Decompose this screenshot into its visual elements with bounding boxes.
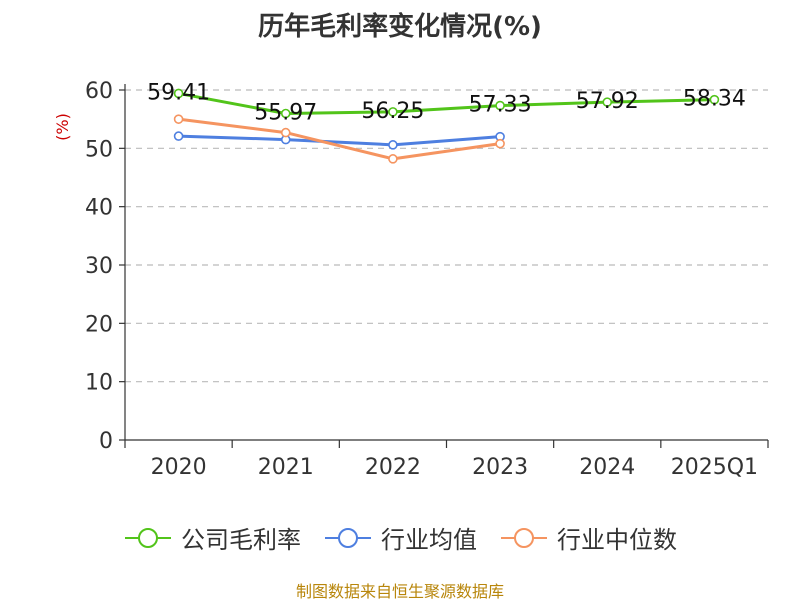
series-line bbox=[178, 91, 715, 116]
data-point bbox=[495, 100, 505, 111]
legend-marker bbox=[501, 527, 547, 548]
y-tick-label: 30 bbox=[85, 254, 113, 279]
y-tick-label: 0 bbox=[99, 429, 113, 454]
data-label: 55.97 bbox=[254, 101, 317, 126]
y-tick-label: 40 bbox=[85, 196, 113, 221]
x-tick-label: 2023 bbox=[472, 455, 528, 480]
legend-circle bbox=[514, 527, 534, 548]
data-point bbox=[173, 88, 184, 99]
legend-label: 公司毛利率 bbox=[181, 526, 301, 554]
legend-marker bbox=[325, 527, 371, 548]
data-label: 58.34 bbox=[683, 87, 746, 112]
x-tick-label: 2022 bbox=[365, 455, 421, 480]
data-point bbox=[388, 107, 398, 117]
x-tick-label: 2020 bbox=[151, 455, 207, 480]
y-tick-label: 50 bbox=[85, 137, 113, 162]
legend-marker bbox=[125, 527, 171, 548]
x-tick-label: 2021 bbox=[258, 455, 314, 480]
source-note: 制图数据来自恒生聚源数据库 bbox=[295, 582, 504, 601]
series-line bbox=[178, 117, 501, 161]
series-lines bbox=[173, 88, 720, 164]
data-point bbox=[173, 114, 184, 124]
data-label: 57.92 bbox=[576, 89, 639, 114]
legend-item: 行业均值 bbox=[323, 520, 477, 555]
data-label: 56.25 bbox=[361, 99, 424, 124]
data-label: 57.33 bbox=[469, 93, 532, 118]
series-line bbox=[178, 134, 501, 147]
data-point bbox=[280, 108, 291, 119]
legend: 公司毛利率 行业均值 行业中位数 bbox=[0, 520, 800, 555]
data-point bbox=[173, 131, 184, 141]
y-tick-label: 10 bbox=[85, 371, 113, 396]
legend-item: 公司毛利率 bbox=[123, 520, 301, 555]
legend-circle bbox=[338, 527, 358, 548]
legend-label: 行业中位数 bbox=[557, 526, 677, 554]
legend-circle bbox=[138, 527, 158, 548]
legend-item: 行业中位数 bbox=[499, 520, 677, 555]
y-tick-label: 60 bbox=[85, 79, 113, 104]
data-point bbox=[388, 154, 398, 164]
data-labels: 59.41 55.97 56.25 57.33 57.92 58.34 bbox=[147, 80, 746, 125]
chart-title: 历年毛利率变化情况(%) bbox=[258, 12, 542, 42]
data-label: 59.41 bbox=[147, 80, 210, 105]
data-point bbox=[388, 140, 398, 150]
axes: 0 10 20 30 40 50 60 2020 2021 2022 2023 2024 2025Q1 bbox=[85, 79, 769, 480]
data-point bbox=[602, 97, 613, 107]
x-tick-label: 2024 bbox=[579, 455, 635, 480]
legend-label: 行业均值 bbox=[381, 526, 477, 554]
data-point bbox=[280, 127, 291, 138]
data-point bbox=[495, 138, 505, 149]
y-tick-label: 20 bbox=[85, 312, 113, 337]
x-tick-label: 2025Q1 bbox=[671, 455, 758, 480]
y-axis-label: (%) bbox=[53, 113, 72, 141]
grid-lines bbox=[125, 89, 768, 383]
data-point bbox=[709, 94, 720, 105]
